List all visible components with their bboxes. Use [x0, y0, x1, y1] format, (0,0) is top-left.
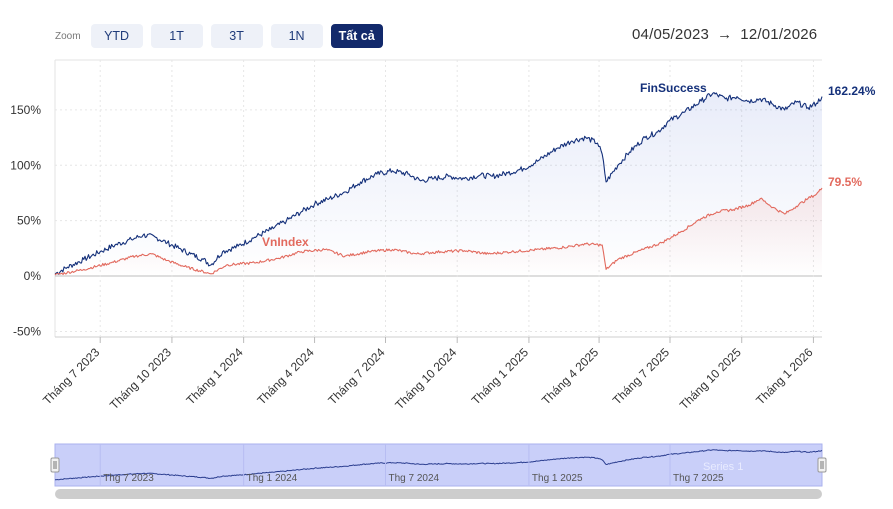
x-tick-label: Tháng 7 2023 — [40, 345, 103, 408]
navigator-label: Thg 1 2025 — [532, 473, 583, 484]
series-line-finsuccess — [54, 92, 823, 275]
navigator[interactable]: Thg 7 2023 Thg 1 2024 Thg 7 2024 Thg 1 2025… — [50, 443, 827, 499]
series-labels: FinSuccess VnIndex 162.24% 79.5% — [262, 81, 876, 249]
y-tick-label: 0% — [24, 269, 42, 283]
y-tick-label: 150% — [10, 103, 41, 117]
navigator-handle-left[interactable] — [50, 457, 60, 473]
series-line-vnindex — [54, 187, 823, 276]
zoom-1n-button[interactable]: 1N — [270, 24, 323, 48]
x-tick-label: Tháng 10 2024 — [392, 345, 459, 412]
zoom-3t-button[interactable]: 3T — [210, 24, 263, 48]
x-tick-label: Tháng 4 2025 — [539, 345, 602, 408]
zoom-1t-button[interactable]: 1T — [150, 24, 203, 48]
zoom-ytd-button[interactable]: YTD — [90, 24, 143, 48]
finsuccess-end-label: 162.24% — [828, 84, 876, 98]
finsuccess-label: FinSuccess — [640, 81, 707, 95]
y-tick-label: -50% — [13, 324, 41, 338]
zoom-all-button[interactable]: Tất cả — [330, 24, 383, 48]
series-area-finsuccess — [55, 92, 822, 277]
x-tick-label: Tháng 10 2025 — [677, 345, 744, 412]
y-tick-label: 50% — [17, 214, 41, 228]
navigator-label: Thg 1 2024 — [247, 473, 298, 484]
zoom-label: Zoom — [55, 30, 81, 42]
navigator-line — [54, 449, 823, 481]
range-from[interactable]: 04/05/2023 — [632, 26, 710, 43]
x-tick-label: Tháng 1 2025 — [469, 345, 532, 408]
navigator-label: Thg 7 2025 — [673, 473, 724, 484]
navigator-window — [54, 443, 823, 487]
x-tick-label: Tháng 1 2026 — [753, 345, 816, 408]
series-layer — [54, 92, 823, 277]
x-tick-label: Tháng 4 2024 — [254, 345, 317, 408]
range-arrow: → — [717, 26, 733, 43]
navigator-label: Thg 7 2024 — [388, 473, 439, 484]
series-area-vnindex — [55, 188, 822, 277]
x-tick-label: Tháng 7 2024 — [325, 345, 388, 408]
y-tick-label: 100% — [10, 158, 41, 172]
x-tick-label: Tháng 1 2024 — [183, 345, 246, 408]
x-tick-label: Tháng 10 2023 — [107, 345, 174, 412]
y-axis: -50% 0% 50% 100% 150% — [10, 103, 41, 339]
navigator-scrollbar[interactable] — [55, 489, 822, 499]
vnindex-label: VnIndex — [262, 235, 309, 249]
date-range: 04/05/2023 → 12/01/2026 — [632, 26, 817, 43]
navigator-handle-right[interactable] — [817, 457, 827, 473]
x-axis: Tháng 7 2023 Tháng 10 2023 Tháng 1 2024 Thá… — [40, 337, 816, 412]
navigator-series-label: Series 1 — [703, 461, 743, 473]
navigator-label: Thg 7 2023 — [103, 473, 154, 484]
zoom-bar: Zoom YTD 1T 3T 1N Tất cả — [55, 24, 383, 48]
x-tick-label: Tháng 7 2025 — [610, 345, 673, 408]
range-to[interactable]: 12/01/2026 — [740, 26, 818, 43]
vnindex-end-label: 79.5% — [828, 175, 862, 189]
